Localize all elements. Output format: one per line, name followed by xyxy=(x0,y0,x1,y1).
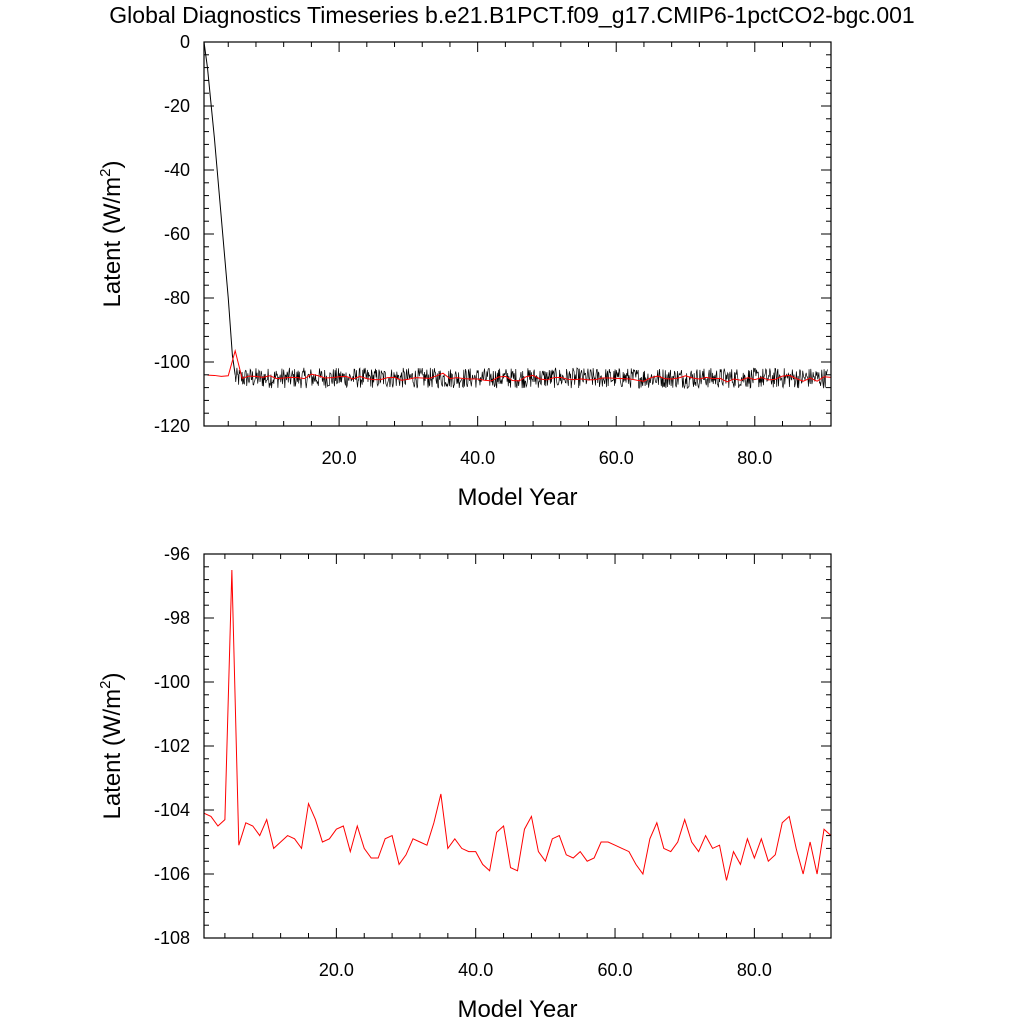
plot-frame xyxy=(203,41,832,427)
y-axis-title: Latent (W/m2) xyxy=(97,672,126,819)
page-title: Global Diagnostics Timeseries b.e21.B1PC… xyxy=(109,2,915,28)
plot-frame xyxy=(203,553,832,939)
x-tick-label: 40.0 xyxy=(460,448,495,468)
y-tick-label: -104 xyxy=(154,800,190,820)
y-tick-label: -40 xyxy=(164,160,190,180)
y-tick-label: -60 xyxy=(164,224,190,244)
y-tick-label: -108 xyxy=(154,928,190,948)
plot-area xyxy=(204,42,831,390)
x-axis-title: Model Year xyxy=(457,484,577,511)
y-tick-label: -100 xyxy=(154,672,190,692)
chart-bottom-panel: -96 -98 -100 -102 -104 -106 -108 20.0 40.0 60.0 80… xyxy=(97,544,832,1023)
x-tick-label: 60.0 xyxy=(599,448,634,468)
y-tick-label: -102 xyxy=(154,736,190,756)
series-annual-line xyxy=(207,348,831,383)
y-tick-label: -100 xyxy=(154,352,190,372)
x-tick-label: 20.0 xyxy=(319,960,354,980)
y-tick-label: -98 xyxy=(164,608,190,628)
x-tick-label: 40.0 xyxy=(458,960,493,980)
y-tick-label: -20 xyxy=(164,96,190,116)
y-tick-label: -106 xyxy=(154,864,190,884)
chart-top-panel: 0 -20 -40 -60 -80 -100 -120 20.0 40.0 60.0 80.0 Mod… xyxy=(97,32,832,511)
x-tick-label: 60.0 xyxy=(598,960,633,980)
y-tick-label: -96 xyxy=(164,544,190,564)
series-annual-line xyxy=(204,569,831,881)
series-monthly-line xyxy=(234,367,828,390)
y-tick-label: 0 xyxy=(180,32,190,52)
y-axis-title: Latent (W/m2) xyxy=(97,160,126,307)
plot-area xyxy=(204,569,831,881)
y-tick-label: -120 xyxy=(154,416,190,436)
x-tick-label: 80.0 xyxy=(737,960,772,980)
y-tick-label: -80 xyxy=(164,288,190,308)
x-tick-label: 20.0 xyxy=(322,448,357,468)
x-axis-title: Model Year xyxy=(457,996,577,1023)
x-tick-label: 80.0 xyxy=(737,448,772,468)
